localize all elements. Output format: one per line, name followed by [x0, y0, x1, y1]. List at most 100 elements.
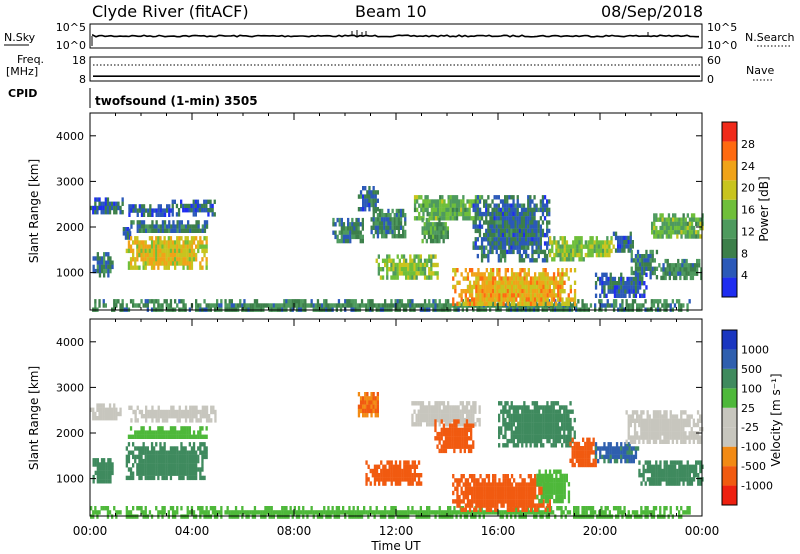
heatmap-cell: [417, 303, 420, 308]
heatmap-cell: [483, 220, 486, 225]
heatmap-cell: [585, 510, 588, 515]
heatmap-cell: [195, 299, 198, 304]
heatmap-cell: [572, 252, 575, 258]
heatmap-cell: [394, 464, 398, 469]
heatmap-cell: [447, 299, 450, 304]
heatmap-cell: [377, 303, 380, 308]
heatmap-cell: [458, 503, 461, 508]
heatmap-cell: [466, 276, 470, 281]
heatmap-cell: [498, 490, 501, 496]
heatmap-cell: [481, 280, 484, 285]
heatmap-cell: [355, 222, 358, 227]
heatmap-cell: [134, 240, 137, 245]
heatmap-cell: [163, 414, 167, 419]
heatmap-cell: [502, 503, 505, 508]
heatmap-cell: [146, 261, 149, 266]
heatmap-cell: [529, 490, 533, 496]
heatmap-cell: [142, 257, 145, 262]
heatmap-cell: [192, 248, 196, 254]
heatmap-cell: [492, 293, 495, 298]
heatmap-cell: [138, 434, 141, 439]
heatmap-cell: [485, 276, 488, 281]
heatmap-cell: [688, 217, 692, 222]
heatmap-cell: [144, 430, 147, 435]
heatmap-cell: [428, 203, 431, 208]
heatmap-cell: [362, 396, 365, 401]
heatmap-cell: [184, 405, 188, 410]
heatmap-cell: [457, 409, 460, 414]
heatmap-cell: [371, 473, 374, 478]
heatmap-cell: [253, 299, 257, 304]
heatmap-cell: [647, 266, 650, 271]
heatmap-cell: [467, 423, 471, 428]
heatmap-cell: [480, 249, 484, 255]
heatmap-cell: [193, 405, 196, 410]
heatmap-cell: [559, 284, 562, 290]
heatmap-cell: [508, 211, 511, 217]
heatmap-cell: [184, 446, 187, 451]
heatmap-cell: [665, 230, 668, 235]
heatmap-cell: [480, 237, 484, 242]
heatmap-cell: [453, 199, 457, 204]
heatmap-cell: [599, 293, 602, 298]
heatmap-cell: [180, 467, 183, 472]
heatmap-cell: [690, 221, 694, 227]
heatmap-cell: [676, 230, 679, 235]
heatmap-cell: [388, 267, 391, 272]
heatmap-cell: [98, 474, 102, 480]
heatmap-cell: [678, 299, 681, 304]
heatmap-cell: [171, 248, 175, 254]
heatmap-cell: [479, 482, 482, 487]
heatmap-cell: [453, 510, 456, 515]
heatmap-cell: [498, 280, 501, 285]
heatmap-cell: [468, 510, 471, 515]
heatmap-cell: [485, 301, 488, 306]
heatmap-cell: [563, 248, 566, 254]
heatmap-cell: [413, 477, 416, 482]
heatmap-cell: [581, 299, 584, 304]
heatmap-cell: [193, 224, 196, 229]
heatmap-cell: [426, 203, 429, 208]
heatmap-cell: [495, 220, 498, 225]
heatmap-cell: [411, 258, 414, 263]
heatmap-cell: [468, 507, 472, 512]
nave-tick-top: 60: [707, 54, 721, 67]
heatmap-cell: [178, 475, 181, 481]
heatmap-cell: [460, 486, 463, 491]
heatmap-cell: [634, 281, 638, 286]
heatmap-cell: [504, 430, 507, 435]
heatmap-cell: [417, 271, 420, 276]
heatmap-cell: [508, 220, 511, 225]
heatmap-cell: [505, 510, 509, 515]
heatmap-cell: [140, 257, 143, 262]
heatmap-cell: [436, 238, 439, 244]
heatmap-cell: [192, 471, 196, 476]
heatmap-cell: [459, 417, 462, 423]
heatmap-cell: [195, 244, 198, 249]
heatmap-cell: [390, 506, 393, 511]
heatmap-cell: [413, 258, 416, 263]
heatmap-cell: [138, 506, 141, 511]
heatmap-cell: [527, 289, 530, 294]
heatmap-cell: [594, 510, 597, 515]
heatmap-cell: [163, 220, 167, 225]
heatmap-cell: [376, 198, 379, 203]
heatmap-cell: [461, 510, 464, 515]
heatmap-cell: [255, 510, 259, 515]
heatmap-cell: [540, 297, 543, 302]
heatmap-cell: [374, 404, 377, 409]
heatmap-cell: [615, 299, 618, 304]
heatmap-cell: [513, 486, 516, 491]
heatmap-cell: [188, 257, 191, 262]
heatmap-cell: [460, 289, 463, 294]
heatmap-cell: [304, 510, 307, 515]
heatmap-cell: [473, 486, 476, 491]
heatmap-cell: [613, 293, 617, 298]
heatmap-cell: [565, 272, 568, 277]
heatmap-cell: [291, 510, 294, 515]
heatmap-cell: [522, 211, 526, 217]
heatmap-cell: [103, 474, 106, 480]
heatmap-cell: [150, 434, 154, 439]
heatmap-cell: [157, 204, 160, 209]
heatmap-cell: [621, 303, 624, 308]
